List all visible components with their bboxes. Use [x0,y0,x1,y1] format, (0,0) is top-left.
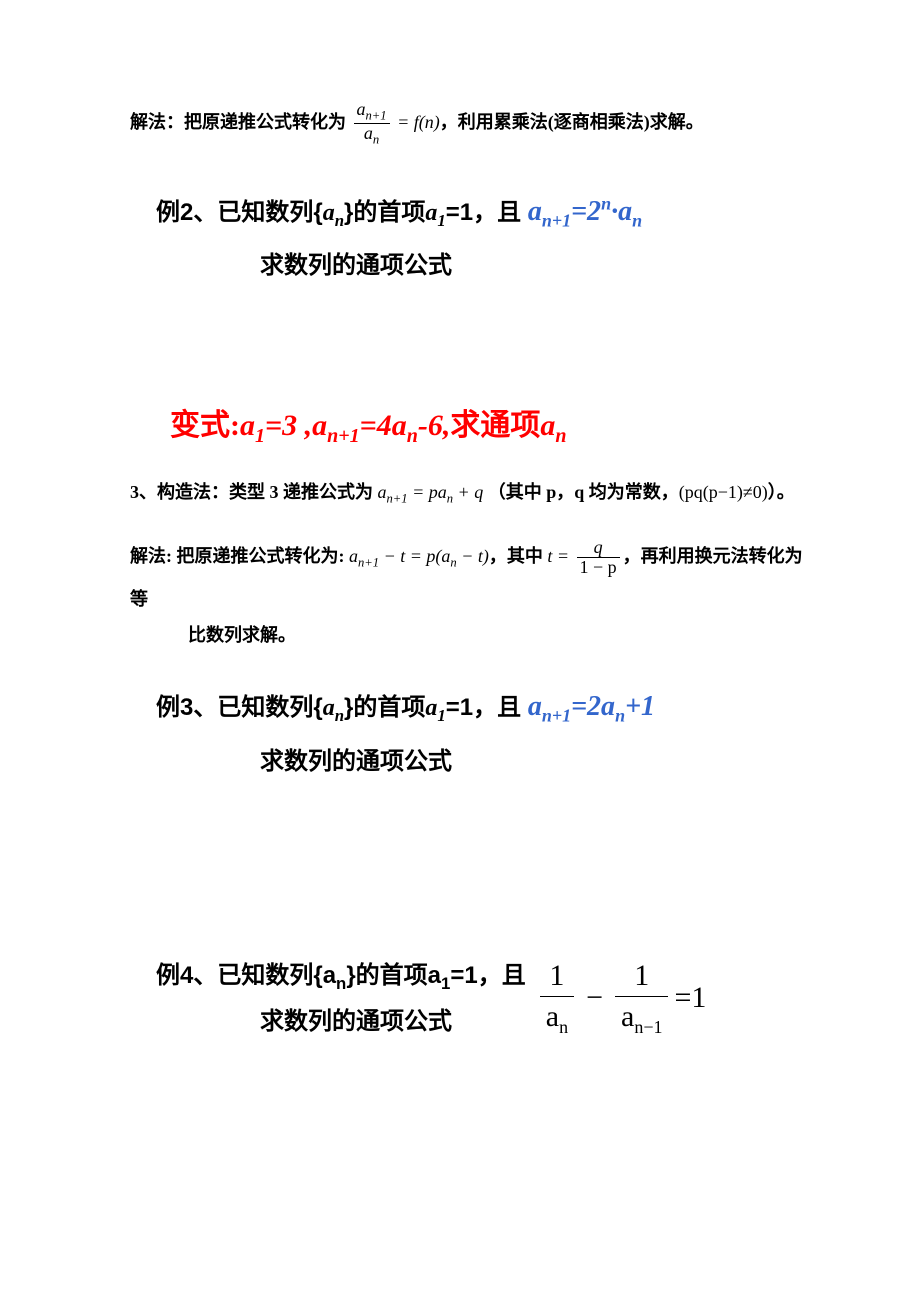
solution-1: 解法：把原递推公式转化为 an+1 an = f(n)，利用累乘法(逐商相乘法)… [130,100,810,148]
example3-formula: an+1=2an+1 [528,691,655,722]
example2-formula: an+1=2n·an [528,196,642,227]
example4-formula: 1 an − 1 an−1 =1 [536,956,707,1041]
fraction-1-an-1: 1 an−1 [615,956,668,1041]
solution1-prefix: 解法：把原递推公式转化为 [130,112,346,132]
fraction-an1-an: an+1 an [354,100,390,148]
page-content: 解法：把原递推公式转化为 an+1 an = f(n)，利用累乘法(逐商相乘法)… [0,0,920,1121]
example-4-line2: 求数列的通项公式 [260,1003,526,1040]
fraction-1-an: 1 an [540,956,574,1041]
solution-2: 解法: 把原递推公式转化为: an+1 − t = p(an − t)，其中 t… [130,535,810,621]
example-2-line2: 求数列的通项公式 [260,245,810,280]
solution-2-line2: 比数列求解。 [188,621,810,647]
example-3: 例3、已知数列{an}的首项a1=1，且 an+1=2an+1 [156,685,810,730]
example-3-line2: 求数列的通项公式 [260,741,810,776]
example-4: 例4、已知数列{an}的首项a1=1，且 求数列的通项公式 1 an − 1 a… [156,956,810,1041]
fraction-t: q 1 − p [577,538,620,579]
type3-line: 3、构造法：类型 3 递推公式为 an+1 = pan + q （其中 p，q … [130,478,810,509]
solution1-suffix: ，利用累乘法(逐商相乘法)求解。 [440,112,704,132]
solution1-eq: = f(n) [397,112,440,132]
variant-line: 变式:a1=3 ,an+1=4an-6,求通项an [170,400,810,448]
example-2: 例2、已知数列{an}的首项a1=1，且 an+1=2n·an [156,190,810,235]
